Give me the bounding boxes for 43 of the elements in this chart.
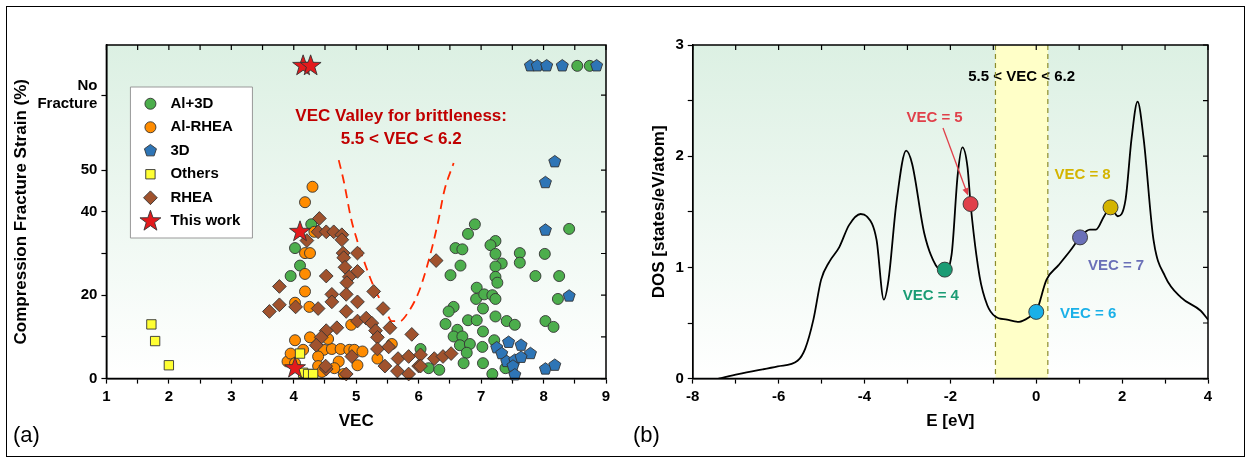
x-tick-label: 0: [1032, 386, 1041, 404]
x-tick-label: 4: [289, 386, 299, 404]
series-label: VEC = 7: [1087, 255, 1145, 273]
legend-label: 3D: [170, 140, 190, 158]
x-tick-label: 3: [227, 386, 236, 404]
y-tick-label: 3: [675, 35, 684, 53]
x-tick-label: 1: [102, 386, 111, 404]
legend-label: Others: [170, 164, 219, 182]
x-tick-label: 8: [539, 386, 548, 404]
y-tick-label: 40: [80, 201, 98, 219]
x-axis-title: VEC: [338, 411, 374, 431]
annotation: VEC Valley for brittleness: 5.5 < VEC < 6.2: [295, 106, 507, 149]
x-tick-label: -8: [686, 386, 700, 404]
x-tick-label: -2: [943, 386, 958, 404]
y-tick-label: 1: [675, 257, 684, 275]
legend-label: RHEA: [170, 187, 214, 205]
x-tick-label: 4: [1203, 386, 1213, 404]
series-label: VEC = 8: [1054, 165, 1111, 183]
text: (a): [13, 422, 40, 448]
x-tick-label: -4: [857, 386, 872, 404]
series-label: VEC = 6: [1060, 304, 1117, 322]
x-tick-label: -6: [771, 386, 786, 404]
y-tick-label: 20: [80, 285, 98, 303]
y-axis-title: Compression Fracture Strain (%): [10, 79, 30, 345]
x-tick-label: 2: [1117, 386, 1127, 404]
y-tick-label: 2: [675, 146, 684, 164]
x-tick-label: 7: [476, 386, 486, 404]
y-tick-label: 0: [89, 368, 98, 386]
y-tick-label: No Fracture: [37, 76, 98, 112]
text: (b): [633, 422, 660, 448]
legend-label: This work: [170, 211, 242, 229]
x-tick-label: 5: [352, 386, 361, 404]
x-axis-title: E [eV]: [926, 411, 975, 431]
legend-label: Al-RHEA: [170, 117, 234, 135]
legend-label: Al+3D: [170, 93, 214, 111]
y-axis-title: DOS [states/eV/atom]: [648, 125, 668, 299]
x-tick-label: 9: [601, 386, 611, 404]
x-tick-label: 2: [164, 386, 174, 404]
y-tick-label: 0: [675, 368, 684, 386]
series-label: VEC = 4: [902, 285, 960, 303]
x-tick-label: 6: [414, 386, 423, 404]
y-tick-label: 50: [80, 160, 98, 178]
text: VEC = 5: [906, 108, 963, 126]
